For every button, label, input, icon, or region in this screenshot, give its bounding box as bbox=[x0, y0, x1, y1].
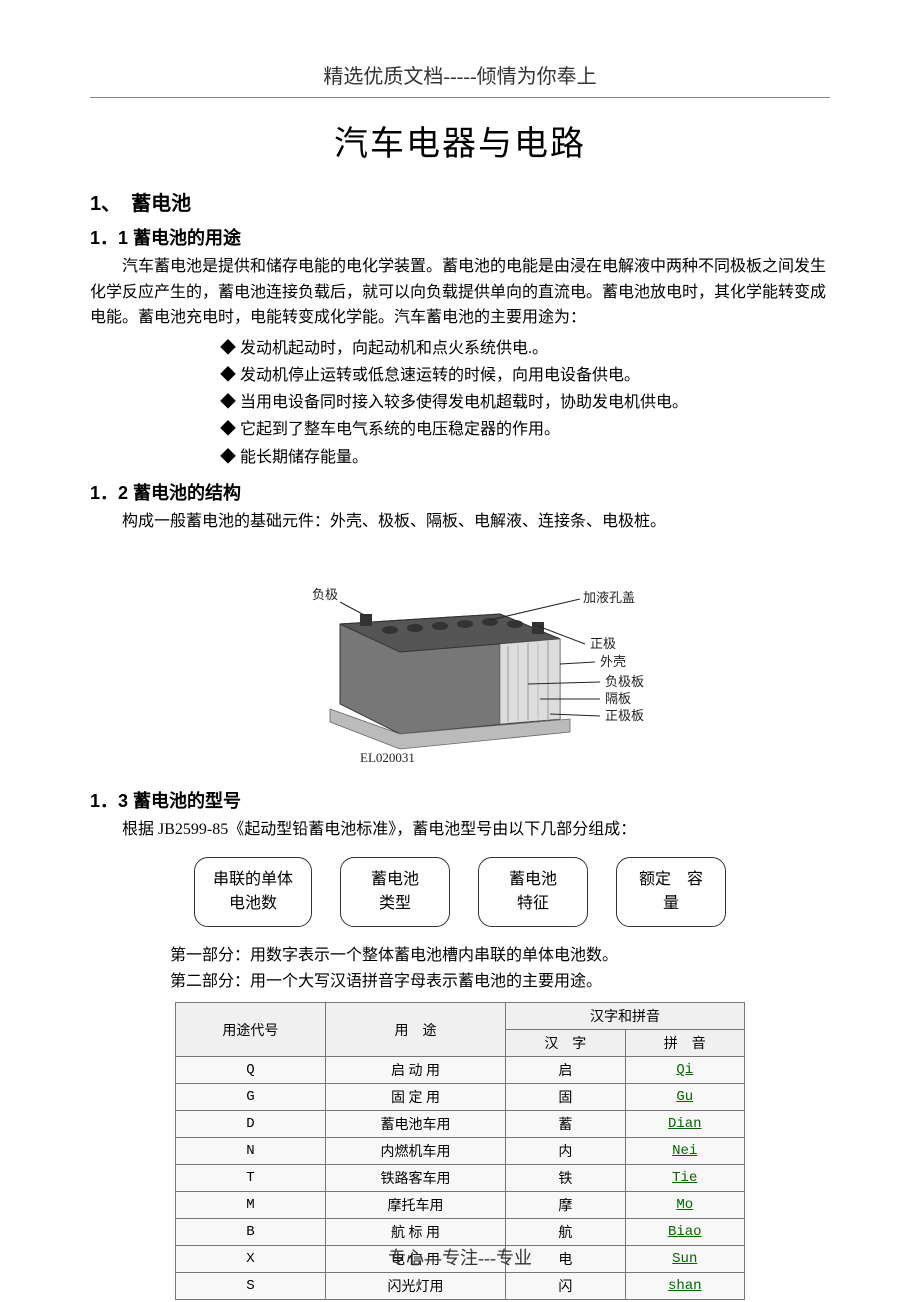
label-neg-terminal: 负极 bbox=[312, 587, 338, 602]
cell-code: T bbox=[176, 1165, 326, 1192]
table-row: N内燃机车用内Nei bbox=[176, 1138, 745, 1165]
cell-pinyin: Dian bbox=[625, 1111, 744, 1138]
page-header: 精选优质文档-----倾情为你奉上 bbox=[90, 60, 830, 95]
cell-hanzi: 固 bbox=[506, 1084, 625, 1111]
cell-code: N bbox=[176, 1138, 326, 1165]
table-row: M摩托车用摩Mo bbox=[176, 1192, 745, 1219]
table-row: Q启 动 用启Qi bbox=[176, 1057, 745, 1084]
cell-pinyin: Biao bbox=[625, 1219, 744, 1246]
page-footer: 专心---专注---专业 bbox=[0, 1244, 920, 1270]
cell-use: 航 标 用 bbox=[325, 1219, 505, 1246]
th-use: 用 途 bbox=[325, 1003, 505, 1057]
section-1-heading: 1、 蓄电池 bbox=[90, 187, 830, 216]
cell-use: 摩托车用 bbox=[325, 1192, 505, 1219]
cell-pinyin: shan bbox=[625, 1273, 744, 1300]
table-row: G固 定 用固Gu bbox=[176, 1084, 745, 1111]
th-hanzi-pinyin-group: 汉字和拼音 bbox=[506, 1003, 745, 1030]
flow-box-cells: 串联的单体电池数 bbox=[194, 857, 312, 927]
cell-code: G bbox=[176, 1084, 326, 1111]
th-pinyin: 拼 音 bbox=[625, 1030, 744, 1057]
cell-pinyin: Gu bbox=[625, 1084, 744, 1111]
cell-use: 闪光灯用 bbox=[325, 1273, 505, 1300]
cell-hanzi: 摩 bbox=[506, 1192, 625, 1219]
section-1-2-heading: 1．2 蓄电池的结构 bbox=[90, 479, 830, 505]
list-item: 能长期储存能量。 bbox=[220, 444, 830, 471]
cell-pinyin: Qi bbox=[625, 1057, 744, 1084]
th-hanzi: 汉 字 bbox=[506, 1030, 625, 1057]
cell-pinyin: Mo bbox=[625, 1192, 744, 1219]
cell-use: 铁路客车用 bbox=[325, 1165, 505, 1192]
cell-pinyin: Nei bbox=[625, 1138, 744, 1165]
battery-diagram-svg: 负极 加液孔盖 正极 外壳 负极板 隔板 正极板 EL020031 bbox=[250, 544, 670, 774]
cell-hanzi: 闪 bbox=[506, 1273, 625, 1300]
list-item: 它起到了整车电气系统的电压稳定器的作用。 bbox=[220, 416, 830, 443]
cell-code: D bbox=[176, 1111, 326, 1138]
label-neg-plate: 负极板 bbox=[605, 674, 644, 689]
cell-use: 固 定 用 bbox=[325, 1084, 505, 1111]
cell-hanzi: 航 bbox=[506, 1219, 625, 1246]
cell-use: 内燃机车用 bbox=[325, 1138, 505, 1165]
section-1-2-paragraph: 构成一般蓄电池的基础元件：外壳、极板、隔板、电解液、连接条、电极桩。 bbox=[122, 509, 830, 535]
part1-description: 第一部分：用数字表示一个整体蓄电池槽内串联的单体电池数。 bbox=[170, 943, 830, 969]
section-1-1-heading: 1．1 蓄电池的用途 bbox=[90, 224, 830, 250]
label-pos-plate: 正极板 bbox=[605, 708, 644, 723]
cell-hanzi: 铁 bbox=[506, 1165, 625, 1192]
label-fill-cap: 加液孔盖 bbox=[583, 590, 635, 605]
figure-code: EL020031 bbox=[360, 750, 415, 765]
section-1-3-paragraph: 根据 JB2599-85《起动型铅蓄电池标准》，蓄电池型号由以下几部分组成： bbox=[122, 817, 830, 843]
section-1-1-paragraph: 汽车蓄电池是提供和储存电能的电化学装置。蓄电池的电能是由浸在电解液中两种不同极板… bbox=[90, 254, 830, 331]
cell-hanzi: 内 bbox=[506, 1138, 625, 1165]
battery-cutaway bbox=[500, 639, 560, 724]
label-case: 外壳 bbox=[600, 654, 626, 669]
document-title: 汽车电器与电路 bbox=[90, 116, 830, 165]
part2-description: 第二部分：用一个大写汉语拼音字母表示蓄电池的主要用途。 bbox=[170, 969, 830, 995]
list-item: 发动机停止运转或低怠速运转的时候，向用电设备供电。 bbox=[220, 362, 830, 389]
list-item: 当用电设备同时接入较多使得发电机超载时，协助发电机供电。 bbox=[220, 389, 830, 416]
cell-hanzi: 蓄 bbox=[506, 1111, 625, 1138]
flow-box-capacity: 额定 容量 bbox=[616, 857, 726, 927]
flow-box-type: 蓄电池类型 bbox=[340, 857, 450, 927]
table-row: B航 标 用航Biao bbox=[176, 1219, 745, 1246]
list-item: 发动机起动时，向起动机和点火系统供电.。 bbox=[220, 335, 830, 362]
cell-code: Q bbox=[176, 1057, 326, 1084]
table-row: D蓄电池车用蓄Dian bbox=[176, 1111, 745, 1138]
cell-hanzi: 启 bbox=[506, 1057, 625, 1084]
label-separator: 隔板 bbox=[605, 691, 631, 706]
battery-figure: 负极 加液孔盖 正极 外壳 负极板 隔板 正极板 EL020031 bbox=[90, 544, 830, 779]
cell-use: 蓄电池车用 bbox=[325, 1111, 505, 1138]
section-1-3-heading: 1．3 蓄电池的型号 bbox=[90, 787, 830, 813]
cell-code: M bbox=[176, 1192, 326, 1219]
th-code: 用途代号 bbox=[176, 1003, 326, 1057]
cell-code: S bbox=[176, 1273, 326, 1300]
cell-pinyin: Tie bbox=[625, 1165, 744, 1192]
cell-code: B bbox=[176, 1219, 326, 1246]
table-row: T铁路客车用铁Tie bbox=[176, 1165, 745, 1192]
bullet-list: 发动机起动时，向起动机和点火系统供电.。 发动机停止运转或低怠速运转的时候，向用… bbox=[220, 335, 830, 471]
model-flow-boxes: 串联的单体电池数 蓄电池类型 蓄电池特征 额定 容量 bbox=[90, 857, 830, 927]
cell-use: 启 动 用 bbox=[325, 1057, 505, 1084]
flow-box-feature: 蓄电池特征 bbox=[478, 857, 588, 927]
table-row: S闪光灯用闪shan bbox=[176, 1273, 745, 1300]
label-pos-terminal: 正极 bbox=[590, 636, 616, 651]
header-rule bbox=[90, 97, 830, 98]
